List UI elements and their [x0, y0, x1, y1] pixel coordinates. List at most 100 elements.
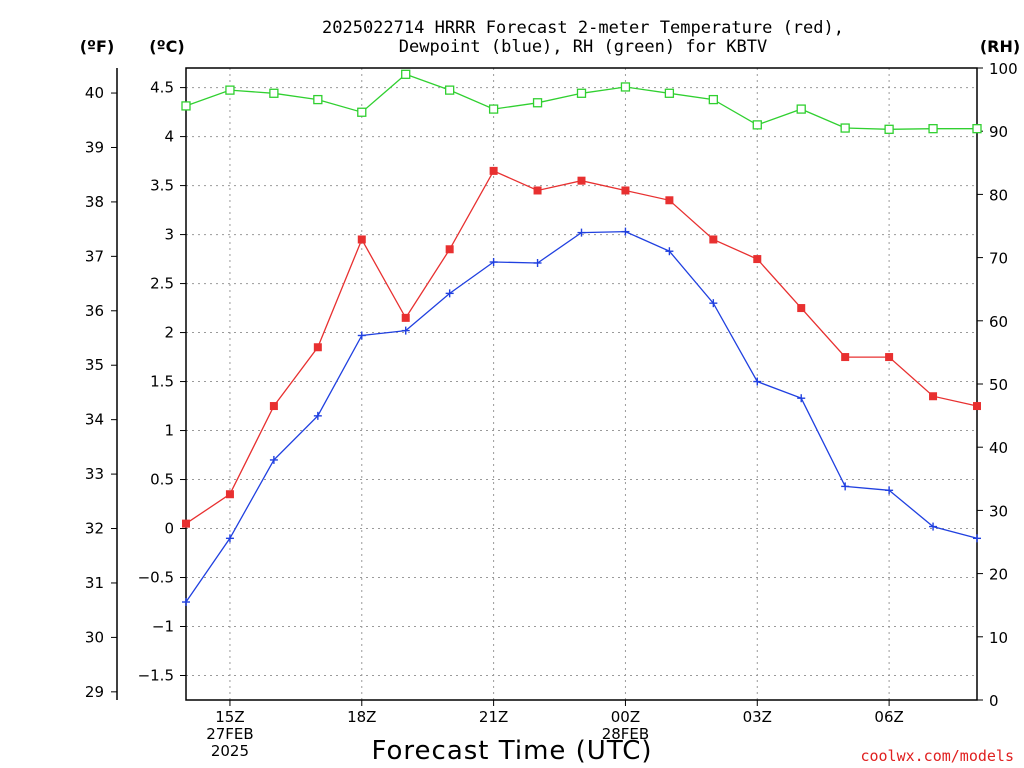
temperature-data-point — [313, 343, 322, 352]
rh-tick-label: 10 — [989, 629, 1008, 647]
x-tick-label: 2025 — [211, 742, 249, 760]
rh-tick-label: 80 — [989, 186, 1008, 204]
x-tick-label: 03Z — [743, 708, 772, 726]
dewpoint-data-point — [929, 522, 938, 531]
dewpoint-data-point — [973, 534, 981, 543]
credit-text: coolwx.com/models — [860, 747, 1014, 765]
fahrenheit-tick-label: 31 — [85, 574, 104, 592]
rh-data-point — [225, 85, 235, 95]
rh-data-point — [884, 124, 894, 134]
plot-frame — [185, 67, 978, 701]
x-tick-label: 27FEB — [206, 725, 253, 743]
dewpoint-data-point — [445, 289, 454, 298]
celsius-tick-label: 0.5 — [150, 471, 174, 489]
dewpoint-data-point — [841, 482, 850, 491]
dewpoint-data-point — [225, 534, 234, 543]
rh-data-point — [664, 88, 675, 98]
x-tick-label: 21Z — [479, 708, 508, 726]
temperature-data-point — [445, 245, 454, 254]
rh-tick-label: 60 — [989, 313, 1008, 331]
rh-data-point — [708, 94, 718, 105]
grid-lines — [186, 68, 977, 700]
temperature-data-point — [753, 255, 762, 264]
celsius-tick-label: 3 — [164, 226, 174, 244]
axis-ticks: −1.5−1−0.500.511.522.533.544.515Z27FEB20… — [85, 60, 1018, 760]
rh-tick-label: 100 — [989, 60, 1018, 78]
celsius-tick-label: −0.5 — [138, 569, 174, 587]
x-tick-label: 15Z — [215, 708, 244, 726]
temperature-data-point — [401, 313, 410, 322]
temperature-data-point — [225, 490, 234, 499]
dewpoint-data-point — [269, 455, 278, 464]
rh-data-point — [401, 69, 411, 79]
dewpoint-data-point — [357, 331, 366, 340]
temperature-data-point — [533, 186, 542, 195]
rh-axis-unit: (RH) — [980, 37, 1020, 56]
rh-data-point — [840, 123, 850, 133]
dewpoint-data-point — [313, 411, 322, 420]
dewpoint-data-point — [753, 377, 762, 386]
x-axis-title: Forecast Time (UTC) — [371, 736, 652, 766]
rh-data-point — [313, 94, 323, 105]
dewpoint-data-point — [797, 394, 806, 403]
rh-series-line — [185, 73, 977, 130]
rh-data-point — [752, 120, 762, 130]
fahrenheit-tick-label: 29 — [85, 683, 104, 701]
celsius-tick-label: −1.5 — [138, 667, 174, 685]
celsius-tick-label: 1 — [164, 422, 174, 440]
rh-tick-label: 70 — [989, 250, 1008, 268]
dewpoint-series-line — [185, 230, 978, 603]
rh-data-point — [620, 82, 631, 92]
temperature-data-point — [665, 196, 674, 205]
celsius-tick-label: 2.5 — [150, 275, 174, 293]
chart-title-line-1: 2025022714 HRRR Forecast 2-meter Tempera… — [322, 18, 844, 38]
rh-data-point — [928, 124, 938, 134]
rh-tick-label: 40 — [989, 439, 1008, 457]
rh-data-point — [445, 85, 455, 95]
fahrenheit-tick-label: 38 — [85, 193, 104, 211]
x-tick-label: 06Z — [874, 708, 903, 726]
rh-data-point — [972, 124, 982, 134]
dewpoint-data-point — [182, 598, 190, 607]
fahrenheit-tick-label: 39 — [85, 138, 104, 156]
temperature-data-point — [577, 176, 586, 185]
celsius-tick-label: 4 — [164, 128, 174, 146]
temperature-data-point — [489, 166, 498, 175]
celsius-tick-label: 2 — [164, 324, 174, 342]
rh-data-point — [357, 107, 367, 117]
dewpoint-data-point — [533, 258, 542, 267]
temperature-data-point — [621, 186, 630, 195]
fahrenheit-tick-label: 40 — [85, 84, 104, 102]
chart-title-line-2: Dewpoint (blue), RH (green) for KBTV — [399, 37, 767, 57]
celsius-tick-label: 0 — [164, 520, 174, 538]
temperature-data-point — [269, 402, 278, 411]
temperature-series-line — [185, 170, 978, 525]
rh-data-point — [532, 98, 543, 108]
x-tick-label: 18Z — [347, 708, 376, 726]
celsius-tick-label: 4.5 — [150, 79, 174, 97]
celsius-tick-label: −1 — [152, 618, 174, 636]
fahrenheit-tick-label: 32 — [85, 520, 104, 538]
celsius-tick-label: 1.5 — [150, 373, 174, 391]
rh-tick-label: 50 — [989, 376, 1008, 394]
temperature-data-point — [885, 353, 894, 362]
x-tick-label: 00Z — [611, 708, 640, 726]
fahrenheit-tick-label: 36 — [85, 302, 104, 320]
temperature-data-point — [841, 353, 850, 362]
temperature-data-point — [357, 235, 366, 244]
rh-data-point — [269, 88, 279, 98]
fahrenheit-tick-label: 30 — [85, 628, 104, 646]
rh-tick-label: 20 — [989, 566, 1008, 584]
dewpoint-data-point — [621, 227, 630, 236]
celsius-tick-label: 3.5 — [150, 177, 174, 195]
rh-tick-label: 30 — [989, 502, 1008, 520]
dewpoint-data-point — [709, 299, 718, 308]
dewpoint-data-point — [401, 326, 410, 335]
fahrenheit-axis-unit: (ºF) — [80, 37, 115, 56]
dewpoint-data-point — [489, 258, 498, 267]
rh-data-point — [796, 104, 806, 114]
temperature-data-point — [973, 402, 981, 411]
temperature-data-point — [929, 392, 938, 401]
data-series — [181, 69, 982, 607]
